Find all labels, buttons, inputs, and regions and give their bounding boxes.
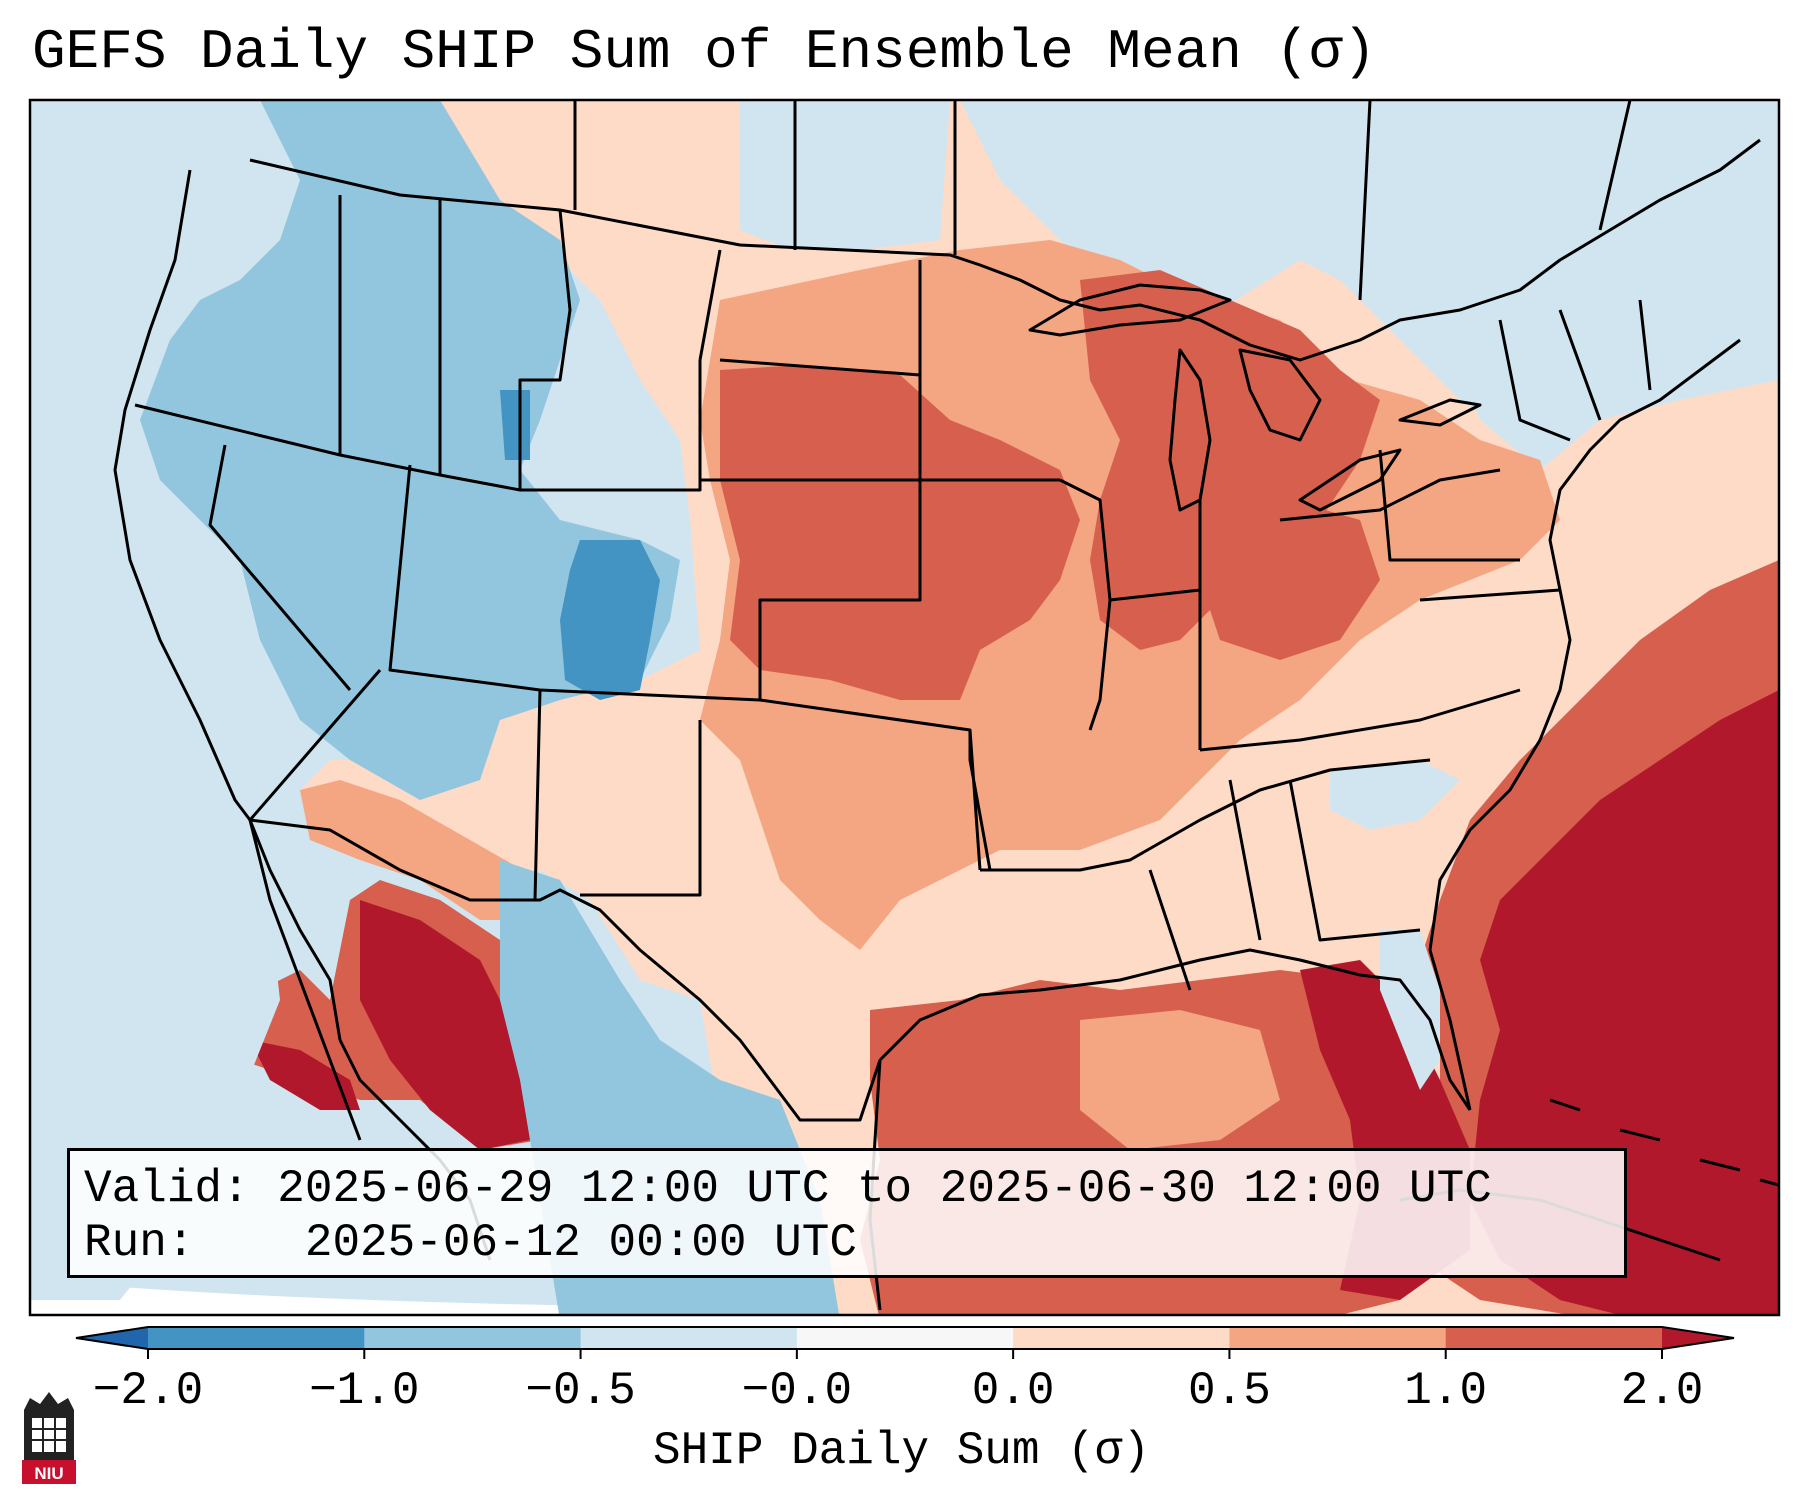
colorbar-tick-label: −2.0 (92, 1365, 204, 1417)
lake-erie (1298, 448, 1402, 512)
region-florida-pale (1380, 930, 1440, 1090)
gulf-coast (878, 948, 1472, 1111)
colorbar-bin (580, 1327, 798, 1349)
colorbar-tick-label: 0.0 (971, 1365, 1055, 1417)
run-label: Run: (84, 1217, 195, 1269)
colorbar-tick-label: −1.0 (309, 1365, 420, 1417)
baja-coast (248, 819, 362, 1141)
lake-superior (1028, 283, 1232, 337)
colorbar-tick-label: 0.5 (1188, 1365, 1271, 1417)
colorbar-under-arrow (76, 1327, 148, 1349)
colorbar-over-arrow (1662, 1327, 1734, 1349)
colorbar-tick-label: 1.0 (1404, 1365, 1488, 1417)
region-ohio-strong (1200, 500, 1380, 660)
niu-logo: NIU (22, 1392, 76, 1484)
canada-province-lines (573, 99, 1632, 301)
lake-michigan (1168, 348, 1212, 512)
colorbar-tick-label: 2.0 (1620, 1365, 1704, 1417)
colorbar-bin (1445, 1327, 1663, 1349)
region-west-negative (140, 100, 680, 800)
valid-value: 2025-06-29 12:00 UTC to 2025-06-30 12:00… (277, 1163, 1492, 1215)
us-canada-border (249, 138, 1761, 362)
logo-text: NIU (34, 1464, 63, 1483)
region-plains-strong (720, 365, 1080, 700)
region-mexico-extreme (360, 900, 530, 1150)
region-southeast-pale (1330, 760, 1460, 830)
colorbar (75, 1326, 1735, 1359)
region-colorado-strong-negative (560, 540, 660, 700)
map-frame (28, 98, 1781, 1317)
colorbar-label: SHIP Daily Sum (σ) (653, 1425, 1150, 1477)
region-idaho-negative (500, 390, 530, 460)
valid-line: Valid: 2025-06-29 12:00 UTC to 2025-06-3… (84, 1163, 1492, 1215)
us-mexico-border (249, 818, 882, 1122)
caribbean-islands (1549, 1098, 1780, 1187)
chart-title: GEFS Daily SHIP Sum of Ensemble Mean (σ) (32, 20, 1377, 84)
region-sw-border (300, 780, 540, 920)
anomaly-field (30, 100, 1779, 1315)
lake-huron (1238, 348, 1322, 442)
lake-ontario (1398, 398, 1482, 427)
region-gulf-mid (1080, 1010, 1280, 1150)
us-west-coast (113, 169, 342, 1041)
state-lines (134, 195, 1652, 991)
region-northeast-pale (1300, 100, 1779, 440)
colorbar-tick-label: −0.5 (525, 1365, 636, 1417)
colorbar-bin (796, 1327, 1014, 1349)
info-box: Valid: 2025-06-29 12:00 UTC to 2025-06-3… (67, 1148, 1627, 1278)
colorbar-bin (364, 1327, 582, 1349)
run-value: 2025-06-12 00:00 UTC (304, 1217, 857, 1269)
region-canada-pale (740, 100, 950, 250)
atlantic-coast (1428, 338, 1741, 1111)
run-line: Run: 2025-06-12 00:00 UTC (84, 1217, 857, 1269)
colorbar-bin (1013, 1327, 1230, 1349)
colorbar-tick-label: −0.0 (741, 1365, 853, 1417)
colorbar-bin (148, 1327, 365, 1349)
region-westcoast-pale (30, 100, 280, 1300)
building-icon (32, 1418, 66, 1452)
valid-label: Valid: (84, 1163, 250, 1215)
colorbar-bin (1229, 1327, 1447, 1349)
region-baja-extreme (250, 1040, 360, 1110)
region-lakes-strong (1080, 270, 1380, 650)
